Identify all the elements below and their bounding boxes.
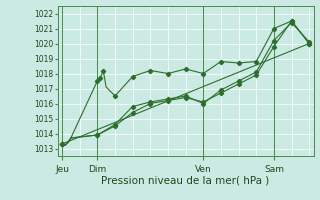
- X-axis label: Pression niveau de la mer( hPa ): Pression niveau de la mer( hPa ): [101, 175, 270, 185]
